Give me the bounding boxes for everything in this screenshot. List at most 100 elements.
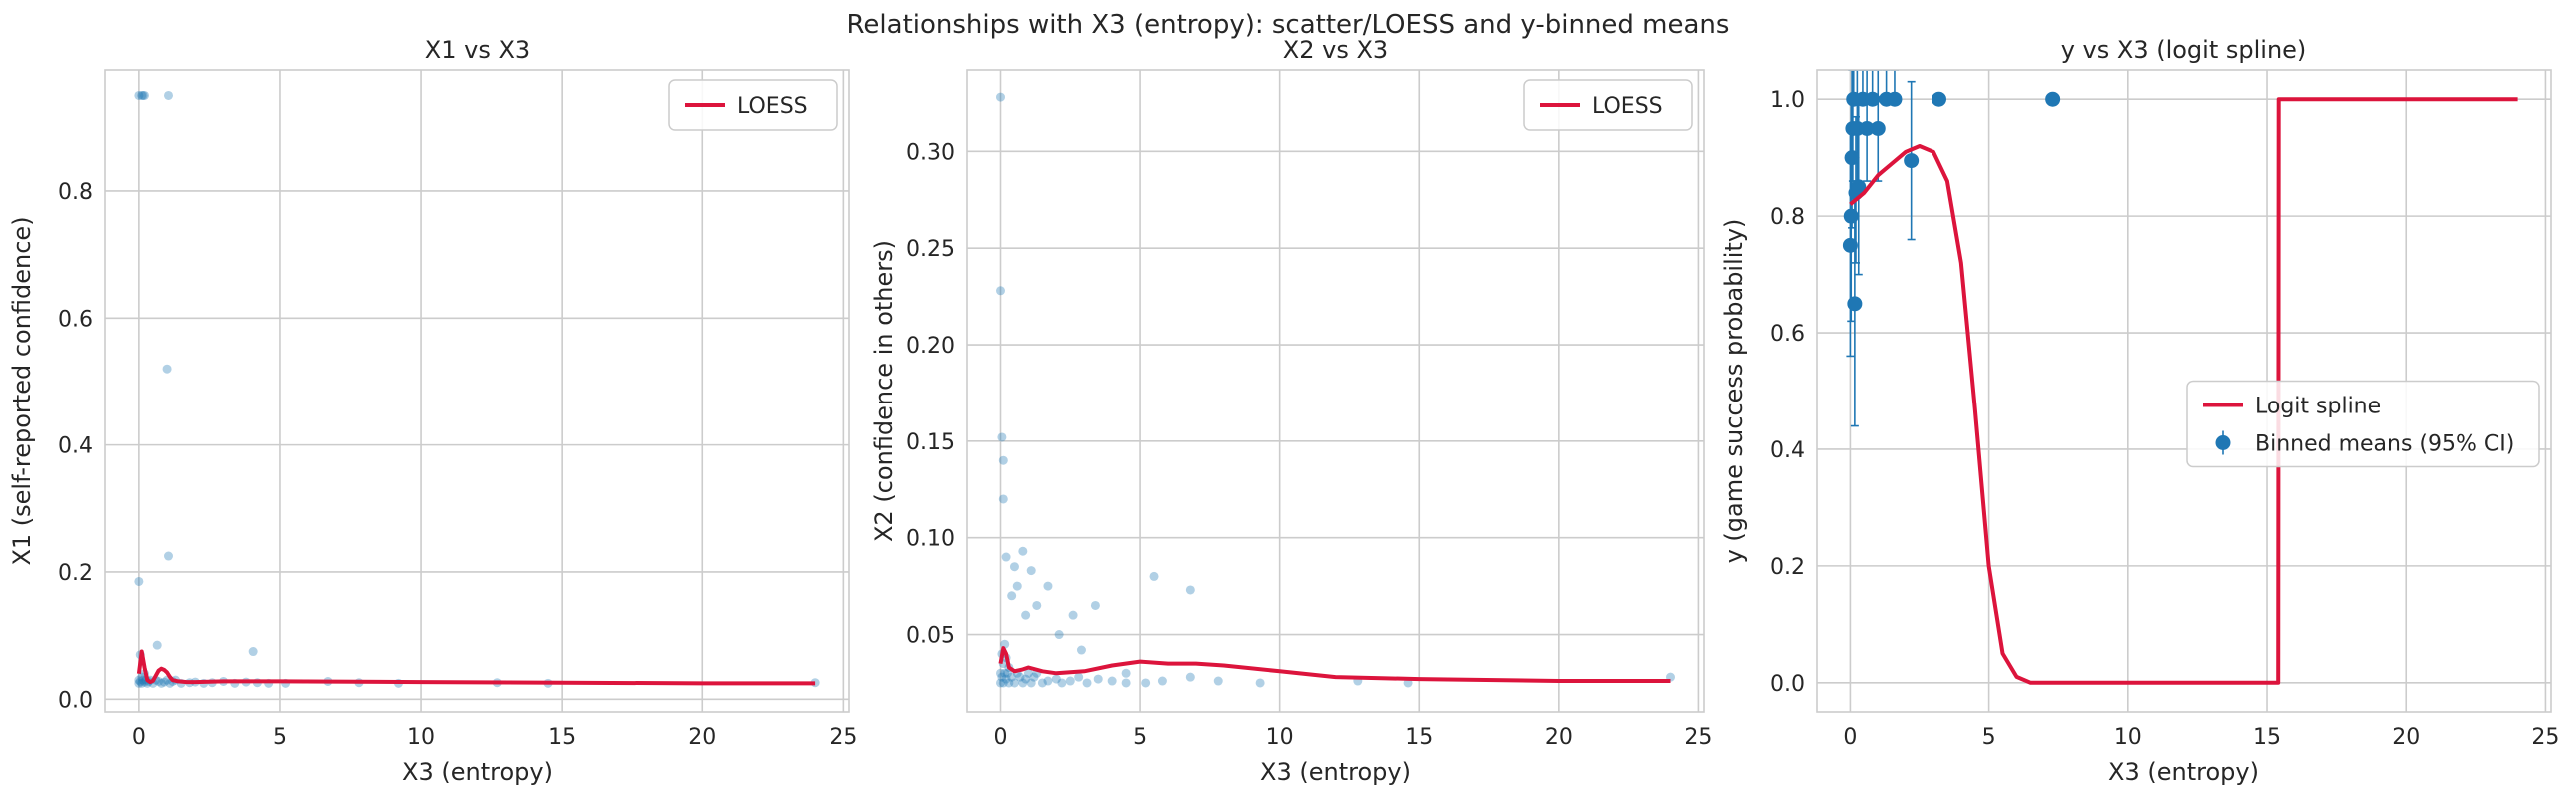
data-point — [998, 494, 1008, 504]
y-tick-label: 0.2 — [1770, 555, 1805, 580]
binned-mean-point — [1859, 120, 1875, 136]
data-point — [1255, 678, 1265, 688]
data-point — [996, 668, 1005, 678]
x-tick-label: 20 — [1545, 725, 1573, 750]
data-point — [997, 672, 1007, 682]
x-tick-label: 0 — [132, 725, 146, 750]
data-point — [154, 676, 164, 686]
data-point — [140, 90, 150, 100]
data-point — [1121, 678, 1131, 688]
data-point — [1026, 678, 1036, 688]
data-point — [152, 640, 162, 650]
data-point — [1012, 581, 1022, 591]
axes-frame — [1816, 69, 2552, 713]
legend-marker-swatch — [2215, 435, 2231, 450]
data-point — [1093, 674, 1103, 684]
x-axis-label: X3 (entropy) — [402, 758, 553, 786]
x-tick-label: 5 — [273, 725, 287, 750]
binned-mean-point — [1887, 91, 1903, 107]
legend-label: Binned means (95% CI) — [2255, 432, 2514, 457]
legend-label: Logit spline — [2255, 395, 2381, 419]
plot-area — [134, 90, 820, 688]
data-point — [134, 90, 144, 100]
chart-panel-1: 0 5 10 15 20 25 0.0 0.2 0.4 0.6 0.8 X1 vs X3 X3 (ent… — [8, 36, 857, 786]
data-point — [1121, 668, 1131, 678]
data-point — [1043, 676, 1053, 686]
x-tick-label: 5 — [1133, 725, 1147, 750]
x-tick-label: 10 — [1266, 725, 1294, 750]
binned-mean-point — [1870, 120, 1886, 136]
data-point — [134, 675, 144, 685]
x-tick-label: 0 — [1843, 725, 1857, 750]
y-tick-label: 0.8 — [1770, 205, 1805, 230]
x-axis-label: X3 (entropy) — [1260, 758, 1411, 786]
x-tick-label: 15 — [1405, 725, 1433, 750]
binned-mean-point — [2045, 91, 2061, 107]
y-tick-label: 0.10 — [906, 527, 955, 552]
data-point — [1001, 674, 1011, 684]
data-point — [1021, 674, 1031, 684]
data-point — [1004, 678, 1014, 688]
legend: LOESS — [668, 79, 838, 131]
data-point — [134, 678, 144, 688]
data-point — [1107, 676, 1117, 686]
binned-mean-point — [1844, 150, 1860, 166]
data-point — [1082, 678, 1092, 688]
data-point — [162, 364, 172, 374]
binned-mean-point — [1847, 296, 1863, 312]
x-tick-label: 25 — [2531, 725, 2559, 750]
axes-frame — [966, 69, 1705, 713]
data-point — [1021, 610, 1031, 620]
legend-label: LOESS — [737, 94, 808, 119]
y-tick-label: 0.6 — [1770, 322, 1805, 347]
data-point — [997, 432, 1007, 442]
data-point — [137, 672, 147, 682]
data-point — [1000, 668, 1010, 678]
chart-title: X2 vs X3 — [1283, 36, 1388, 64]
legend-label: LOESS — [1592, 94, 1663, 119]
data-point — [1029, 672, 1039, 682]
data-point — [1074, 672, 1084, 682]
x-tick-label: 10 — [2114, 725, 2142, 750]
data-point — [1037, 678, 1047, 688]
data-point — [138, 90, 148, 100]
legend-box — [2186, 380, 2540, 468]
data-point — [1009, 678, 1019, 688]
x-tick-label: 20 — [2392, 725, 2420, 750]
y-tick-label: 0.15 — [906, 430, 955, 455]
data-point — [996, 678, 1005, 688]
data-point — [248, 647, 258, 657]
data-point — [1023, 668, 1033, 678]
plot-area — [1842, 70, 2518, 685]
legend-box — [1523, 79, 1693, 131]
data-point — [1068, 610, 1078, 620]
data-point — [1054, 630, 1064, 640]
data-point — [1057, 678, 1067, 688]
legend: Logit spline Binned means (95% CI) — [2186, 380, 2540, 468]
data-point — [1015, 672, 1025, 682]
y-axis-label: X2 (confidence in others) — [870, 240, 898, 542]
axes-frame — [104, 69, 850, 713]
binned-mean-point — [1932, 91, 1946, 107]
data-point — [1018, 678, 1028, 688]
plot-area — [996, 92, 1675, 688]
data-point — [998, 678, 1008, 688]
y-tick-label: 0.0 — [58, 688, 93, 713]
data-point — [163, 551, 173, 561]
y-tick-label: 0.8 — [58, 180, 93, 205]
y-tick-label: 0.05 — [906, 624, 955, 649]
binned-mean-point — [1842, 237, 1858, 253]
data-point — [1026, 566, 1036, 576]
data-point — [1185, 585, 1195, 595]
data-point — [1007, 591, 1017, 601]
chart-title: y vs X3 (logit spline) — [2061, 36, 2307, 64]
binned-mean-point — [1843, 208, 1859, 224]
y-axis-label: y (game success probability) — [1720, 219, 1748, 564]
data-point — [1009, 562, 1019, 572]
data-point — [1007, 672, 1017, 682]
series-line — [998, 646, 1671, 683]
data-point — [1001, 552, 1011, 562]
data-point — [135, 676, 145, 686]
y-tick-label: 0.20 — [906, 334, 955, 359]
